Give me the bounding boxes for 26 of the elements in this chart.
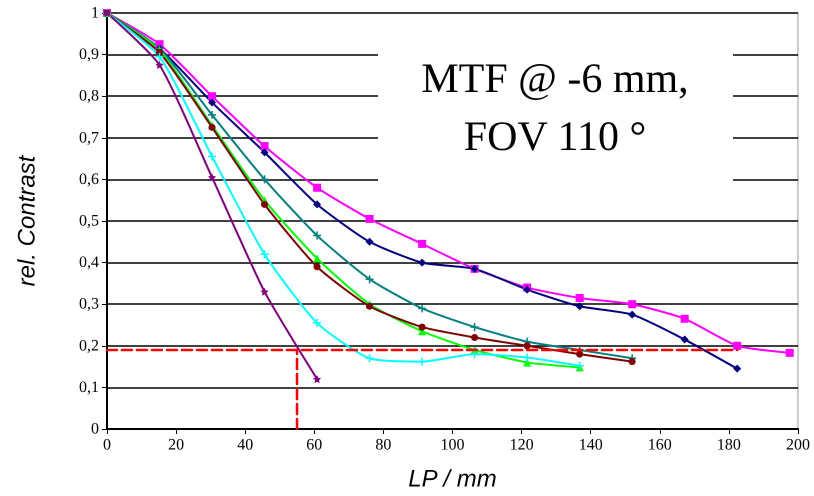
annotation: FOV 110 ° <box>464 114 646 160</box>
y-tick-label: 0,6 <box>79 170 99 188</box>
y-tick-label: 1 <box>91 4 99 22</box>
y-axis-title: rel. Contrast <box>14 154 40 286</box>
x-tick-label: 200 <box>786 436 810 454</box>
x-tick-label: 40 <box>237 436 254 454</box>
x-tick-label: 60 <box>306 436 322 454</box>
x-tick-label: 120 <box>510 436 534 454</box>
y-tick-label: 0,5 <box>79 212 99 230</box>
y-tick-label: 0,4 <box>79 254 99 272</box>
x-axis-title: LP / mm <box>408 466 497 492</box>
y-tick-label: 0,8 <box>79 88 99 105</box>
y-tick-label: 0,7 <box>79 129 99 146</box>
x-tick-label: 20 <box>168 436 184 454</box>
y-tick-label: 0,9 <box>79 46 99 64</box>
y-tick-label: 0,1 <box>79 378 99 396</box>
annotation: MTF @ -6 mm, <box>421 56 689 102</box>
x-tick-label: 180 <box>716 436 741 454</box>
x-tick-label: 140 <box>578 436 603 454</box>
x-tick-label: 100 <box>440 436 464 454</box>
x-tick-label: 80 <box>375 436 392 454</box>
y-tick-label: 0 <box>91 420 99 438</box>
y-tick-label: 0,2 <box>79 337 99 354</box>
x-tick-label: 160 <box>648 436 672 454</box>
x-tick-label: 0 <box>103 436 111 454</box>
y-tick-label: 0,3 <box>79 296 99 313</box>
